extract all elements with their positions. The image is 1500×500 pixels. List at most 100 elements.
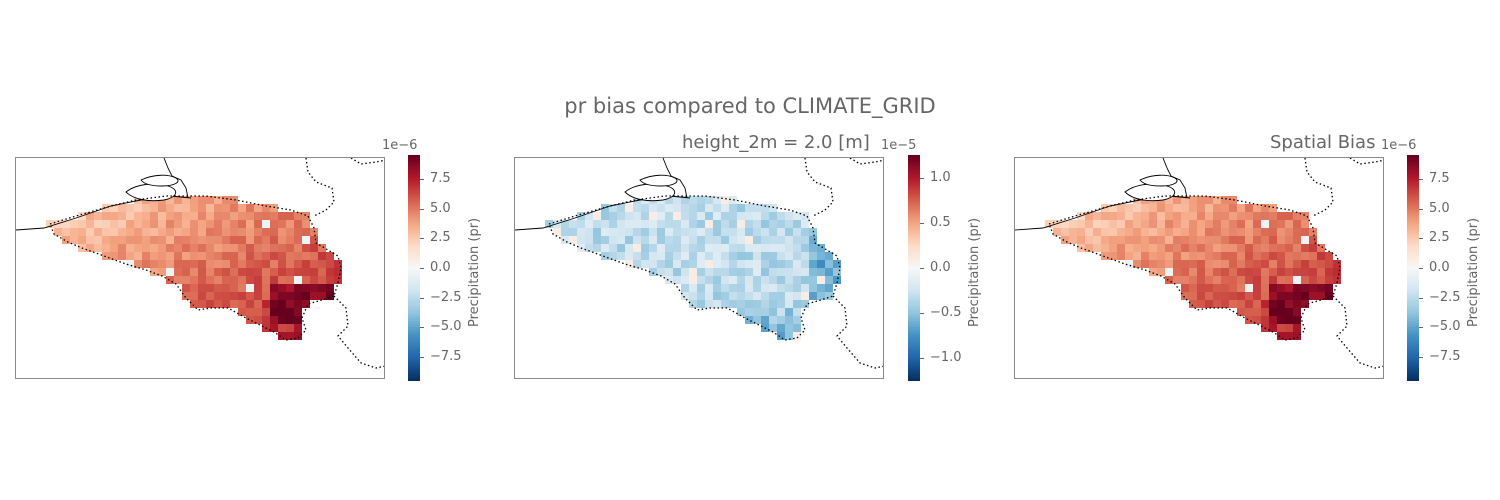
colorbar-segment	[408, 369, 420, 372]
colorbar-segment	[1407, 309, 1419, 312]
heatmap-cell	[1261, 276, 1269, 284]
heatmap-cell	[222, 276, 230, 284]
heatmap-cell	[1253, 300, 1261, 308]
heatmap-cell	[1117, 244, 1125, 252]
heatmap-cell	[310, 268, 318, 276]
heatmap-cell	[78, 228, 86, 236]
heatmap-cell	[745, 276, 753, 284]
heatmap-cell	[809, 244, 817, 252]
heatmap-cell	[246, 300, 254, 308]
heatmap-cell	[761, 212, 769, 220]
heatmap-cell	[1197, 204, 1205, 212]
heatmap-cell	[1229, 300, 1237, 308]
colorbar-segment	[408, 285, 420, 288]
heatmap-cell	[729, 276, 737, 284]
heatmap-cell	[633, 228, 641, 236]
heatmap-cell	[1269, 220, 1277, 228]
heatmap-cell	[713, 244, 721, 252]
heatmap-cell	[206, 292, 214, 300]
colorbar-segment	[908, 271, 920, 274]
colorbar-segment	[1407, 223, 1419, 226]
heatmap-cell	[625, 220, 633, 228]
colorbar-tick-label: 0.0	[930, 260, 951, 275]
colorbar-segment	[408, 185, 420, 188]
colorbar-segment	[908, 243, 920, 246]
colorbar-segment	[1407, 361, 1419, 364]
colorbar-tick-mark	[1419, 178, 1423, 180]
heatmap-cell	[278, 308, 286, 316]
colorbar-segment	[908, 367, 920, 370]
heatmap-cell	[1181, 244, 1189, 252]
colorbar-segment	[1407, 307, 1419, 310]
heatmap-cell	[657, 236, 665, 244]
heatmap-cell	[1173, 260, 1181, 268]
heatmap-cell	[633, 252, 641, 260]
colorbar-segment	[908, 355, 920, 358]
heatmap-cell	[697, 276, 705, 284]
heatmap-cell	[753, 276, 761, 284]
colorbar-segment	[408, 295, 420, 298]
heatmap-cell	[150, 252, 158, 260]
heatmap-cell	[294, 268, 302, 276]
heatmap-cell	[1285, 244, 1293, 252]
heatmap-cell	[1149, 228, 1157, 236]
heatmap-cell	[593, 244, 601, 252]
heatmap-cell	[278, 252, 286, 260]
heatmap-cell	[809, 292, 817, 300]
heatmap-cell	[1125, 220, 1133, 228]
colorbar-segment	[408, 317, 420, 320]
heatmap-cell	[278, 244, 286, 252]
heatmap-cell	[70, 236, 78, 244]
heatmap-cell	[134, 260, 142, 268]
heatmap-cell	[593, 236, 601, 244]
colorbar-segment	[408, 265, 420, 268]
colorbar-tick-mark	[420, 327, 424, 329]
heatmap-cell	[1149, 204, 1157, 212]
heatmap-cell	[753, 308, 761, 316]
heatmap-cell	[206, 276, 214, 284]
heatmap-cell	[753, 212, 761, 220]
heatmap-cell	[745, 220, 753, 228]
heatmap-cell	[753, 316, 761, 324]
heatmap-cell	[745, 236, 753, 244]
heatmap-cell	[238, 228, 246, 236]
heatmap-cell	[1173, 276, 1181, 284]
heatmap-cell	[769, 260, 777, 268]
heatmap-cell	[689, 244, 697, 252]
heatmap-cell	[286, 228, 294, 236]
heatmap-cell	[254, 292, 262, 300]
heatmap-cell	[793, 284, 801, 292]
heatmap-cell	[1197, 220, 1205, 228]
heatmap-cell	[801, 228, 809, 236]
heatmap-cell	[294, 332, 302, 340]
heatmap-cell	[1261, 220, 1269, 228]
heatmap-cell	[593, 220, 601, 228]
heatmap-cell	[689, 260, 697, 268]
heatmap-cell	[617, 212, 625, 220]
heatmap-cell	[334, 268, 342, 276]
colorbar-segment	[908, 327, 920, 330]
heatmap-cell	[713, 292, 721, 300]
colorbar-segment	[908, 249, 920, 252]
heatmap-cell	[270, 252, 278, 260]
heatmap-cell	[302, 276, 310, 284]
colorbar-segment	[1407, 365, 1419, 368]
heatmap-cell	[190, 300, 198, 308]
colorbar-segment	[408, 303, 420, 306]
border-line	[1332, 295, 1383, 369]
heatmap-cell	[214, 228, 222, 236]
colorbar-tick-label: 1.0	[930, 169, 951, 185]
heatmap-cell	[134, 196, 142, 204]
heatmap-cell	[1181, 196, 1189, 204]
colorbar-segment	[1407, 259, 1419, 262]
heatmap-cell	[1317, 252, 1325, 260]
heatmap-cell	[1165, 260, 1173, 268]
heatmap-cell	[1269, 212, 1277, 220]
colorbar-segment	[908, 205, 920, 208]
heatmap-cell	[1229, 236, 1237, 244]
heatmap-cell	[134, 228, 142, 236]
colorbar-segment	[908, 161, 920, 164]
heatmap-cell	[561, 236, 569, 244]
heatmap-cell	[665, 204, 673, 212]
heatmap-cell	[198, 196, 206, 204]
